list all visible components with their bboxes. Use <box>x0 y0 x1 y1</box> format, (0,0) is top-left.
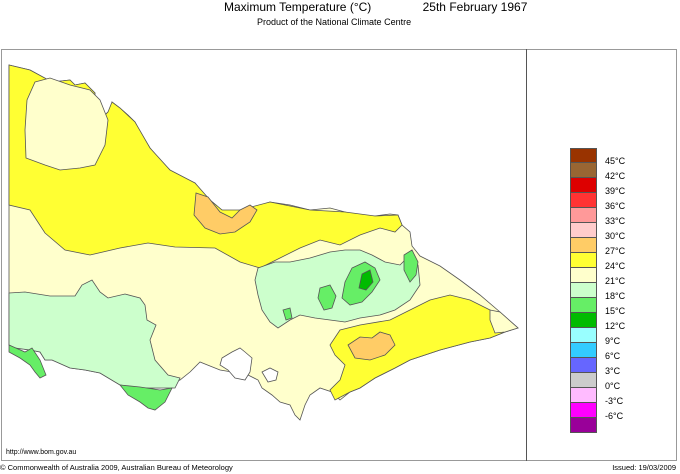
legend-swatch <box>570 373 597 388</box>
temperature-legend: 45°C 42°C 39°C 36°C 33°C 30°C 27°C 24°C … <box>570 148 650 433</box>
legend-swatch <box>570 178 597 193</box>
title-text: Maximum Temperature (°C) <box>224 0 372 14</box>
legend-label: 27°C <box>605 246 626 256</box>
legend-item: 6°C <box>570 343 650 361</box>
legend-item: 45°C <box>570 148 650 166</box>
zone-15-18-central <box>317 284 337 311</box>
legend-item: -6°C <box>570 403 650 421</box>
legend-label: -6°C <box>605 411 624 421</box>
frame-divider <box>526 49 527 461</box>
legend-label: 3°C <box>605 366 621 376</box>
legend-swatch <box>570 163 597 178</box>
map-subtitle: Product of the National Climate Centre <box>257 17 412 27</box>
zone-21-24-northwest <box>24 77 109 171</box>
legend-item <box>570 418 650 433</box>
source-url[interactable]: http://www.bom.gov.au <box>6 449 77 456</box>
legend-item: 3°C <box>570 358 650 376</box>
title-date: 25th February 1967 <box>422 0 528 14</box>
legend-item: 24°C <box>570 253 650 271</box>
legend-item: 15°C <box>570 298 650 316</box>
legend-swatch <box>570 313 597 328</box>
legend-item: 42°C <box>570 163 650 181</box>
legend-label: 6°C <box>605 351 621 361</box>
zone-12-15-highlands <box>358 269 374 291</box>
legend-label: 33°C <box>605 216 626 226</box>
map-frame <box>1 49 677 461</box>
legend-label: 30°C <box>605 231 626 241</box>
legend-item: 39°C <box>570 178 650 196</box>
legend-swatch <box>570 358 597 373</box>
legend-item: 9°C <box>570 328 650 346</box>
legend-swatch <box>570 238 597 253</box>
legend-item: 18°C <box>570 283 650 301</box>
zone-21-24-east-tip <box>489 309 519 334</box>
legend-swatch <box>570 283 597 298</box>
legend-item: 12°C <box>570 313 650 331</box>
legend-swatch <box>570 148 597 163</box>
legend-swatch <box>570 208 597 223</box>
legend-label: 36°C <box>605 201 626 211</box>
legend-swatch <box>570 403 597 418</box>
zone-18-21-southwest <box>8 279 181 389</box>
zone-15-18-portland <box>8 344 47 379</box>
legend-label: 12°C <box>605 321 626 331</box>
legend-label: 42°C <box>605 171 626 181</box>
zone-27-30-north <box>193 192 258 235</box>
legend-swatch <box>570 328 597 343</box>
legend-swatch <box>570 193 597 208</box>
legend-item: 36°C <box>570 193 650 211</box>
zone-15-18-east <box>403 249 419 283</box>
legend-label: 39°C <box>605 186 626 196</box>
western-port <box>261 367 279 383</box>
legend-item: 33°C <box>570 208 650 226</box>
legend-label: 0°C <box>605 381 621 391</box>
port-phillip-bay <box>219 347 253 381</box>
legend-swatch <box>570 253 597 268</box>
legend-item: 30°C <box>570 223 650 241</box>
legend-label: 45°C <box>605 156 626 166</box>
legend-item: -3°C <box>570 388 650 406</box>
legend-label: 9°C <box>605 336 621 346</box>
zone-27-30-southeast <box>347 331 396 361</box>
legend-label: -3°C <box>605 396 624 406</box>
legend-swatch <box>570 298 597 313</box>
zone-15-18-otways <box>119 384 173 411</box>
legend-label: 18°C <box>605 291 626 301</box>
legend-item: 21°C <box>570 268 650 286</box>
legend-swatch <box>570 418 597 433</box>
legend-item: 0°C <box>570 373 650 391</box>
legend-label: 15°C <box>605 306 626 316</box>
legend-label: 21°C <box>605 276 626 286</box>
zone-18-21-highlands <box>254 249 421 329</box>
legend-swatch <box>570 343 597 358</box>
map-title: Maximum Temperature (°C) 25th February 1… <box>224 0 527 14</box>
legend-swatch <box>570 268 597 283</box>
issued-date: Issued: 19/03/2009 <box>612 463 676 472</box>
copyright-notice: © Commonwealth of Australia 2009, Austra… <box>0 463 233 472</box>
zone-24-27-southeast <box>329 294 506 401</box>
legend-item: 27°C <box>570 238 650 256</box>
temperature-map <box>8 64 519 421</box>
legend-label: 24°C <box>605 261 626 271</box>
legend-swatch <box>570 388 597 403</box>
zone-15-18-west-small <box>282 307 293 321</box>
legend-swatch <box>570 223 597 238</box>
